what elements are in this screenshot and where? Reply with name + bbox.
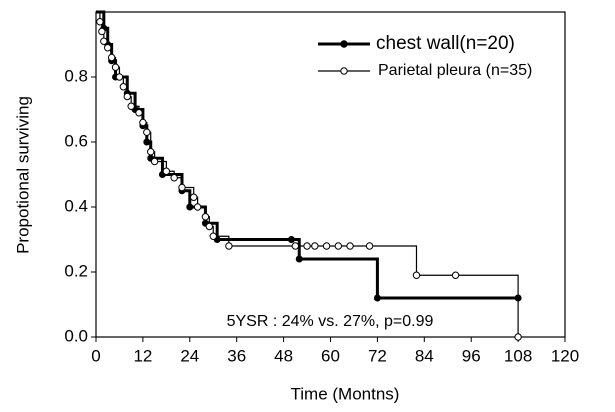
event-marker — [119, 83, 128, 91]
event-marker — [295, 255, 303, 263]
event-marker — [123, 92, 131, 101]
x-tick-label: 24 — [180, 346, 199, 365]
x-tick-label: 48 — [274, 346, 293, 365]
event-marker — [178, 183, 186, 192]
event-marker — [291, 242, 300, 250]
event-marker — [451, 271, 460, 279]
event-marker — [225, 242, 233, 250]
annotation: 5YSR : 24% vs. 27%, p=0.99 — [227, 313, 434, 330]
y-tick-label: 0.6 — [64, 131, 88, 150]
event-marker — [412, 271, 421, 279]
event-marker — [334, 242, 343, 250]
event-marker — [201, 213, 210, 221]
x-tick-label: 12 — [133, 346, 152, 365]
x-axis-label: Time (Montns) — [291, 384, 400, 403]
event-marker — [373, 294, 381, 302]
event-marker — [287, 236, 295, 243]
event-marker — [104, 44, 112, 52]
event-marker — [162, 167, 171, 175]
event-marker — [209, 232, 217, 240]
y-tick-label: 0.2 — [64, 261, 88, 280]
event-marker — [115, 73, 124, 81]
event-marker — [98, 27, 106, 36]
event-marker — [346, 242, 354, 250]
x-tick-label: 120 — [551, 346, 579, 365]
x-tick-label: 84 — [415, 346, 434, 365]
event-marker — [111, 63, 120, 71]
legend-marker — [340, 40, 348, 48]
y-axis-label: Propotional surviving — [13, 96, 32, 254]
event-marker — [186, 203, 194, 211]
event-marker — [303, 242, 311, 250]
event-marker — [170, 174, 178, 182]
survival-line — [96, 10, 519, 300]
event-marker — [100, 37, 108, 45]
event-marker — [365, 242, 374, 250]
legend-label: chest wall(n=20) — [376, 33, 515, 54]
event-marker — [143, 138, 151, 146]
x-tick-label: 108 — [504, 346, 532, 365]
legend-label: Parietal pleura (n=35) — [378, 62, 532, 79]
event-marker — [205, 222, 214, 231]
event-marker — [127, 102, 135, 110]
x-tick-label: 36 — [227, 346, 246, 365]
x-tick-label: 96 — [462, 346, 481, 365]
event-marker — [193, 203, 202, 211]
y-tick-label: 0.8 — [64, 66, 88, 85]
event-marker — [147, 148, 155, 156]
event-marker — [135, 109, 143, 117]
event-marker — [96, 18, 104, 26]
x-tick-label: 0 — [91, 346, 100, 365]
y-tick-label: 0.4 — [64, 196, 88, 215]
event-marker — [143, 128, 151, 136]
x-tick-label: 72 — [368, 346, 387, 365]
event-marker — [514, 333, 522, 341]
event-marker — [322, 242, 331, 250]
event-marker — [150, 157, 159, 166]
y-tick-label: 0.0 — [64, 326, 88, 345]
event-marker — [107, 53, 116, 62]
x-tick-label: 60 — [321, 346, 340, 365]
legend-marker — [340, 67, 348, 75]
event-marker — [311, 242, 319, 250]
event-marker — [190, 193, 198, 201]
event-marker — [139, 118, 147, 127]
